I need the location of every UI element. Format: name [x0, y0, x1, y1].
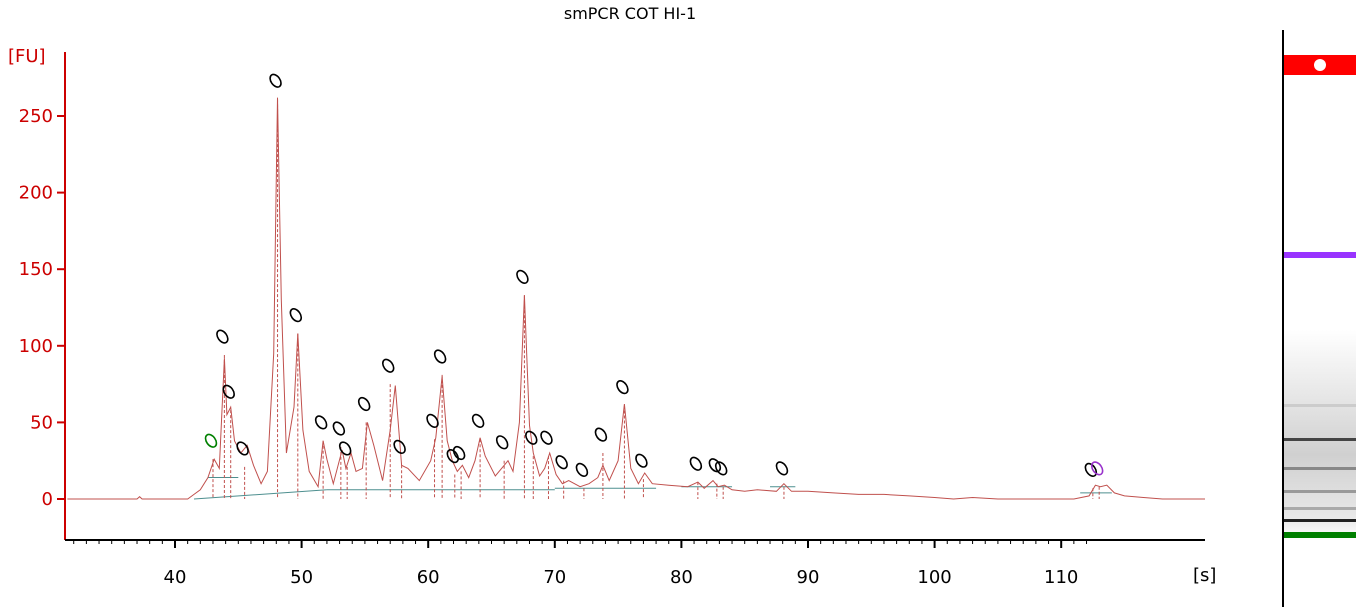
gel-band	[1284, 438, 1356, 442]
x-tick-label: 80	[670, 567, 693, 588]
y-tick-label: 200	[19, 183, 53, 204]
peak-marker	[525, 430, 538, 445]
peak-marker	[446, 449, 460, 464]
peak-marker	[516, 269, 529, 284]
baseline-segment	[193, 489, 327, 500]
x-tick-label: 50	[290, 567, 313, 588]
peak-marker	[714, 461, 728, 476]
y-axis-label: [FU]	[8, 46, 46, 67]
signal-line	[67, 97, 1205, 500]
x-tick-label: 90	[797, 567, 820, 588]
peak-marker	[426, 413, 439, 428]
peak-marker	[689, 456, 703, 471]
peak-marker	[222, 384, 235, 399]
peak-marker	[338, 441, 352, 456]
peak-marker	[216, 329, 229, 344]
y-tick-label: 100	[19, 336, 53, 357]
gel-band	[1284, 467, 1356, 471]
gel-band	[1284, 518, 1356, 522]
x-tick-label: 70	[543, 567, 566, 588]
peak-marker	[635, 453, 648, 468]
y-tick-label: 250	[19, 106, 53, 127]
gel-band	[1284, 531, 1356, 538]
axes: 0 50 100 150 200 250 40 50 60 70 80 90 100 110	[19, 52, 1205, 588]
gel-marker-dot	[1314, 58, 1326, 71]
gel-band	[1284, 403, 1356, 407]
y-tick-label: 150	[19, 259, 53, 280]
peak-marker	[433, 349, 447, 364]
peak-marker	[381, 358, 395, 373]
peak-marker	[594, 427, 608, 442]
x-tick-label: 100	[917, 567, 951, 588]
peak-marker	[616, 380, 629, 395]
electropherogram-plot: 0 50 100 150 200 250 40 50 60 70 80 90 100 110 [FU] […	[8, 46, 1216, 588]
peak-marker	[708, 458, 722, 473]
peak-marker	[289, 308, 303, 323]
chart-title: smPCR COT HI-1	[563, 4, 697, 23]
peak-markers	[204, 73, 1104, 499]
peak-marker	[1090, 461, 1104, 476]
gel-smear	[1284, 330, 1356, 538]
x-axis-label: [s]	[1193, 565, 1216, 586]
y-tick-label: 50	[30, 412, 53, 433]
peak-marker	[357, 396, 371, 412]
peak-marker	[555, 455, 568, 470]
peak-marker	[204, 433, 218, 448]
gel-band	[1284, 490, 1356, 494]
peak-marker	[1084, 462, 1098, 477]
y-tick-label: 0	[42, 489, 53, 510]
x-tick-label: 40	[164, 567, 187, 588]
peak-marker	[540, 430, 553, 445]
gel-band	[1284, 507, 1356, 511]
gel-band	[1284, 252, 1356, 259]
peak-marker	[471, 413, 485, 428]
signal-curve	[67, 97, 1205, 500]
peak-marker	[236, 441, 249, 456]
x-tick-label: 110	[1044, 567, 1078, 588]
peak-marker	[269, 73, 282, 88]
gel-band	[1284, 54, 1356, 75]
peak-marker	[575, 462, 589, 477]
gel-lane	[1282, 30, 1356, 607]
peak-marker	[452, 445, 466, 461]
peak-marker	[314, 415, 328, 430]
peak-marker	[775, 461, 789, 476]
x-tick-label: 60	[417, 567, 440, 588]
peak-marker	[495, 435, 509, 450]
peak-marker	[393, 439, 406, 455]
baseline-segments	[193, 477, 1112, 500]
peak-marker	[332, 421, 346, 436]
